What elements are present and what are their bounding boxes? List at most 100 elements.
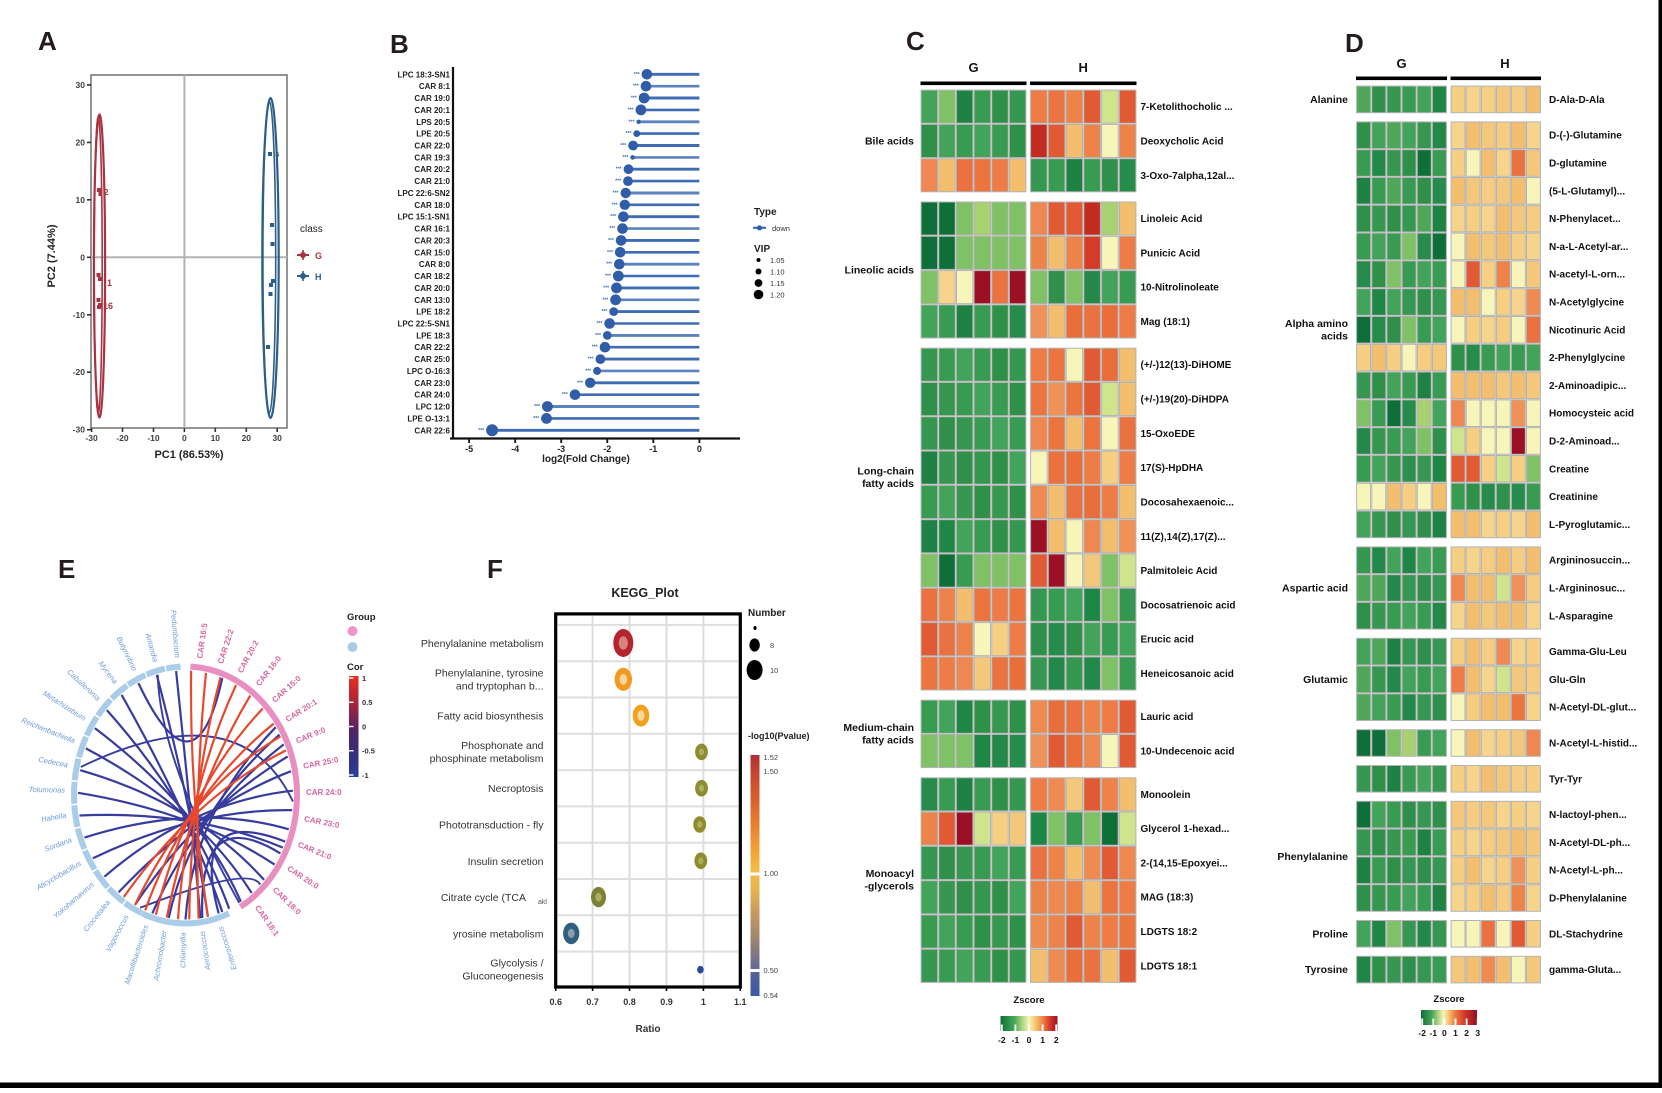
svg-text:10-Undecenoic acid: 10-Undecenoic acid	[1141, 747, 1235, 758]
svg-text:Zscore: Zscore	[1013, 995, 1044, 1006]
svg-text:-30: -30	[73, 425, 86, 435]
svg-text:17(S)-HpDHA: 17(S)-HpDHA	[1141, 463, 1204, 474]
svg-text:fatty acids: fatty acids	[862, 734, 914, 746]
svg-text:gamma-Gluta...: gamma-Gluta...	[1549, 965, 1621, 976]
svg-text:***: ***	[634, 72, 640, 78]
svg-text:D-Phenylalanine: D-Phenylalanine	[1549, 894, 1627, 905]
svg-text:30: 30	[272, 433, 282, 443]
svg-text:-30: -30	[85, 433, 98, 443]
svg-text:2-(14,15-Epoxyei...: 2-(14,15-Epoxyei...	[1141, 858, 1228, 869]
svg-text:CAR 8:1: CAR 8:1	[419, 82, 451, 91]
svg-text:20: 20	[242, 433, 252, 443]
svg-text:1.1: 1.1	[734, 997, 747, 1007]
svg-text:Zscore: Zscore	[1433, 994, 1464, 1005]
svg-text:***: ***	[633, 84, 639, 90]
svg-text:Mag (18:1): Mag (18:1)	[1141, 317, 1190, 328]
svg-text:CAR 20:2: CAR 20:2	[414, 165, 450, 174]
svg-text:D-(-)-Glutamine: D-(-)-Glutamine	[1549, 131, 1622, 142]
svg-text:Chlamydia: Chlamydia	[179, 933, 188, 968]
svg-text:Phenylalanine metabolism: Phenylalanine metabolism	[421, 638, 544, 650]
svg-text:0: 0	[80, 252, 85, 262]
svg-text:1.52: 1.52	[764, 753, 779, 762]
svg-text:0: 0	[1442, 1028, 1447, 1038]
svg-text:Tyrosine: Tyrosine	[1305, 964, 1348, 976]
svg-text:0.54: 0.54	[764, 991, 779, 1000]
svg-text:down: down	[772, 224, 790, 233]
svg-text:1: 1	[362, 674, 366, 683]
svg-text:Alpha amino: Alpha amino	[1285, 318, 1348, 330]
svg-text:LPC 22:5-SN1: LPC 22:5-SN1	[398, 320, 451, 329]
svg-text:***: ***	[605, 274, 611, 280]
svg-text:N-Acetyl-L-histid...: N-Acetyl-L-histid...	[1549, 739, 1638, 750]
svg-text:Type: Type	[754, 207, 777, 218]
svg-text:Glycerol 1-hexad...: Glycerol 1-hexad...	[1141, 824, 1230, 835]
svg-text:***: ***	[562, 392, 568, 398]
svg-text:0.9: 0.9	[660, 997, 673, 1007]
svg-text:N-Acetyl-DL-ph...: N-Acetyl-DL-ph...	[1549, 838, 1630, 849]
svg-text:(5-L-Glutamyl)...: (5-L-Glutamyl)...	[1549, 186, 1625, 197]
svg-text:0.7: 0.7	[586, 997, 599, 1007]
svg-text:class: class	[300, 224, 323, 235]
svg-text:CAR 18:2: CAR 18:2	[414, 272, 450, 281]
svg-text:Phenylalanine, tyrosine: Phenylalanine, tyrosine	[435, 667, 544, 679]
svg-text:Group: Group	[347, 612, 376, 623]
svg-text:Cor: Cor	[347, 662, 364, 673]
svg-text:-1: -1	[1430, 1028, 1438, 1038]
svg-text:1: 1	[701, 997, 706, 1007]
svg-text:0: 0	[697, 444, 702, 454]
svg-text:LPE 20:5: LPE 20:5	[416, 130, 450, 139]
svg-text:Glycolysis /: Glycolysis /	[490, 958, 543, 970]
svg-text:CAR 23:0: CAR 23:0	[414, 379, 450, 388]
svg-text:Necroptosis: Necroptosis	[488, 783, 543, 795]
svg-text:Alanine: Alanine	[1310, 94, 1348, 106]
svg-text:***: ***	[609, 226, 615, 232]
svg-text:Phosphonate and: Phosphonate and	[461, 740, 543, 752]
svg-text:3-Oxo-7alpha,12al...: 3-Oxo-7alpha,12al...	[1141, 171, 1235, 182]
svg-text:-1: -1	[1012, 1035, 1020, 1045]
svg-text:***: ***	[628, 107, 634, 113]
svg-text:1.20: 1.20	[770, 290, 785, 299]
svg-text:LPC O-16:3: LPC O-16:3	[407, 367, 451, 376]
svg-text:-1: -1	[649, 444, 657, 454]
svg-text:1: 1	[1040, 1035, 1045, 1045]
svg-text:5: 5	[275, 150, 279, 159]
svg-text:1.50: 1.50	[764, 767, 779, 776]
svg-text:(+/-)12(13)-DiHOME: (+/-)12(13)-DiHOME	[1141, 360, 1232, 371]
svg-text:D: D	[1345, 28, 1364, 58]
svg-text:15-OxoEDE: 15-OxoEDE	[1141, 429, 1196, 440]
svg-text:D-glutamine: D-glutamine	[1549, 159, 1607, 170]
svg-text:Lauric acid: Lauric acid	[1141, 712, 1194, 723]
svg-text:3: 3	[1475, 1028, 1480, 1038]
svg-text:Creatinine: Creatinine	[1549, 492, 1598, 503]
svg-text:-10: -10	[73, 310, 86, 320]
svg-text:Citrate cycle (TCA: Citrate cycle (TCA	[441, 892, 526, 904]
svg-text:G: G	[315, 251, 322, 261]
svg-text:D-2-Aminoad...: D-2-Aminoad...	[1549, 437, 1620, 448]
svg-text:F: F	[487, 554, 503, 584]
svg-text:7-Ketolithocholic ...: 7-Ketolithocholic ...	[1141, 102, 1233, 113]
svg-text:2-Aminoadipic...: 2-Aminoadipic...	[1549, 381, 1626, 392]
svg-text:G: G	[1396, 56, 1406, 71]
svg-text:-5: -5	[465, 444, 473, 454]
svg-text:Linoleic Acid: Linoleic Acid	[1141, 214, 1203, 225]
svg-text:2: 2	[104, 188, 109, 197]
svg-text:2: 2	[1464, 1028, 1469, 1038]
svg-text:LPC 15:1-SN1: LPC 15:1-SN1	[398, 213, 451, 222]
svg-text:***: ***	[596, 321, 602, 327]
svg-text:Medium-chain: Medium-chain	[843, 722, 914, 734]
svg-text:CAR 22:2: CAR 22:2	[414, 343, 450, 352]
svg-text:1: 1	[107, 278, 112, 288]
svg-text:***: ***	[616, 167, 622, 173]
svg-text:***: ***	[615, 179, 621, 185]
svg-text:CAR 16:1: CAR 16:1	[414, 225, 450, 234]
svg-text:***: ***	[588, 357, 594, 363]
svg-text:Glutamic: Glutamic	[1303, 674, 1348, 686]
svg-text:***: ***	[608, 238, 614, 244]
svg-text:0: 0	[1027, 1035, 1032, 1045]
svg-text:Gamma-Glu-Leu: Gamma-Glu-Leu	[1549, 647, 1627, 658]
svg-text:-4: -4	[511, 444, 519, 454]
svg-text:***: ***	[613, 191, 619, 197]
svg-text:Phenylalanine: Phenylalanine	[1277, 851, 1348, 863]
svg-text:1.05: 1.05	[770, 256, 785, 265]
svg-text:Heneicosanoic acid: Heneicosanoic acid	[1141, 669, 1234, 680]
